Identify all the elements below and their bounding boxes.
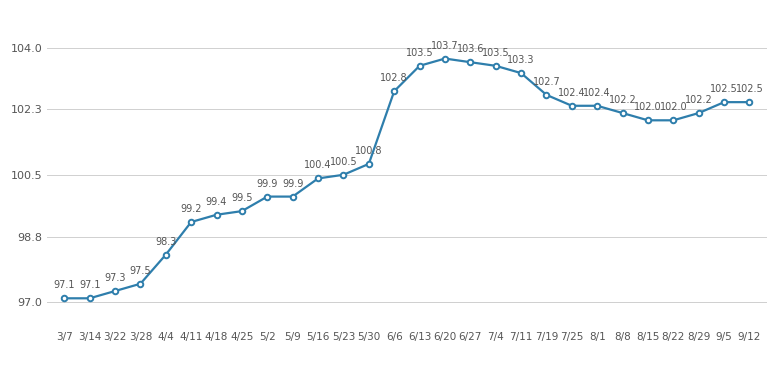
Text: 97.1: 97.1 <box>53 280 75 290</box>
Text: 103.5: 103.5 <box>482 48 509 58</box>
Text: 98.3: 98.3 <box>155 237 177 247</box>
Text: 102.7: 102.7 <box>532 77 560 87</box>
Text: 97.5: 97.5 <box>129 266 151 276</box>
Text: 103.5: 103.5 <box>406 48 433 58</box>
Text: 102.5: 102.5 <box>735 84 763 94</box>
Text: 99.4: 99.4 <box>206 197 227 207</box>
Text: 99.2: 99.2 <box>181 204 202 214</box>
Text: 102.2: 102.2 <box>608 95 636 105</box>
Text: 103.7: 103.7 <box>431 41 459 51</box>
Text: 102.2: 102.2 <box>685 95 712 105</box>
Text: 100.4: 100.4 <box>305 160 332 170</box>
Text: 99.9: 99.9 <box>282 179 303 189</box>
Text: 99.9: 99.9 <box>257 179 278 189</box>
Text: 102.8: 102.8 <box>381 73 408 83</box>
Text: 102.0: 102.0 <box>660 102 687 112</box>
Text: 100.8: 100.8 <box>355 146 383 156</box>
Text: 102.4: 102.4 <box>558 88 586 98</box>
Text: 103.6: 103.6 <box>456 44 484 54</box>
Text: 99.5: 99.5 <box>231 193 253 203</box>
Text: 102.0: 102.0 <box>634 102 662 112</box>
Text: 97.3: 97.3 <box>105 273 126 283</box>
Text: 102.4: 102.4 <box>584 88 611 98</box>
Text: 102.5: 102.5 <box>710 84 738 94</box>
Text: 100.5: 100.5 <box>329 157 357 167</box>
Text: 103.3: 103.3 <box>508 55 535 65</box>
Text: 97.1: 97.1 <box>79 280 101 290</box>
